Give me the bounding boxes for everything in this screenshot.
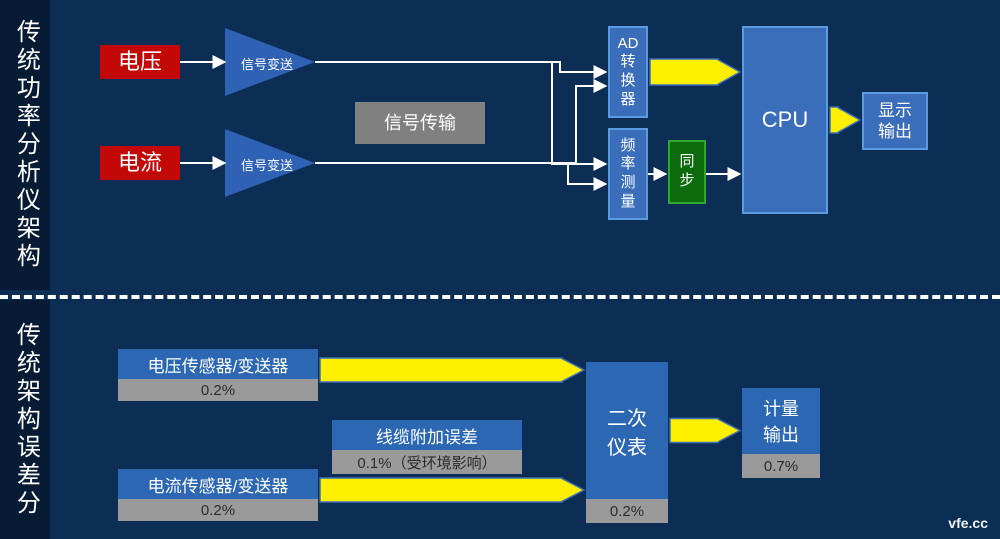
current-sensor-title: 电流传感器/变送器 — [118, 469, 318, 499]
section-divider — [0, 295, 1000, 299]
display-output-box: 显示输出 — [862, 92, 928, 150]
secondary-meter-title: 二次仪表 — [586, 362, 668, 499]
signal-transmit-box: 信号传输 — [355, 102, 485, 144]
metering-output-box: 计量输出 0.7% — [742, 388, 820, 478]
metering-output-pct: 0.7% — [742, 454, 820, 478]
ad-converter-box: AD转换器 — [608, 26, 648, 118]
secondary-meter-box: 二次仪表 0.2% — [586, 362, 668, 523]
voltage-sensor-pct: 0.2% — [118, 379, 318, 401]
current-sensor-pct: 0.2% — [118, 499, 318, 521]
cable-error-title: 线缆附加误差 — [332, 420, 522, 450]
amp-label-current: 信号变送 — [241, 155, 293, 174]
voltage-sensor-title: 电压传感器/变送器 — [118, 349, 318, 379]
amp-label-voltage: 信号变送 — [241, 54, 293, 73]
sync-box: 同步 — [668, 140, 706, 204]
freq-measure-box: 频率测量 — [608, 128, 648, 220]
current-input-box: 电流 — [100, 146, 180, 180]
metering-output-title: 计量输出 — [742, 388, 820, 454]
voltage-input-box: 电压 — [100, 45, 180, 79]
cable-error-box: 线缆附加误差 0.1%（受环境影响） — [332, 420, 522, 474]
secondary-meter-pct: 0.2% — [586, 499, 668, 523]
section-title-bottom-text: 传统架构误差分 — [11, 322, 40, 518]
voltage-sensor-box: 电压传感器/变送器 0.2% — [118, 349, 318, 401]
watermark: vfe.cc — [948, 515, 988, 531]
section-title-bottom: 传统架构误差分 — [0, 300, 50, 539]
cpu-box: CPU — [742, 26, 828, 214]
section-title-top-text: 传统功率分析仪架构 — [11, 19, 40, 271]
current-sensor-box: 电流传感器/变送器 0.2% — [118, 469, 318, 521]
section-title-top: 传统功率分析仪架构 — [0, 0, 50, 290]
cable-error-pct: 0.1%（受环境影响） — [332, 450, 522, 474]
